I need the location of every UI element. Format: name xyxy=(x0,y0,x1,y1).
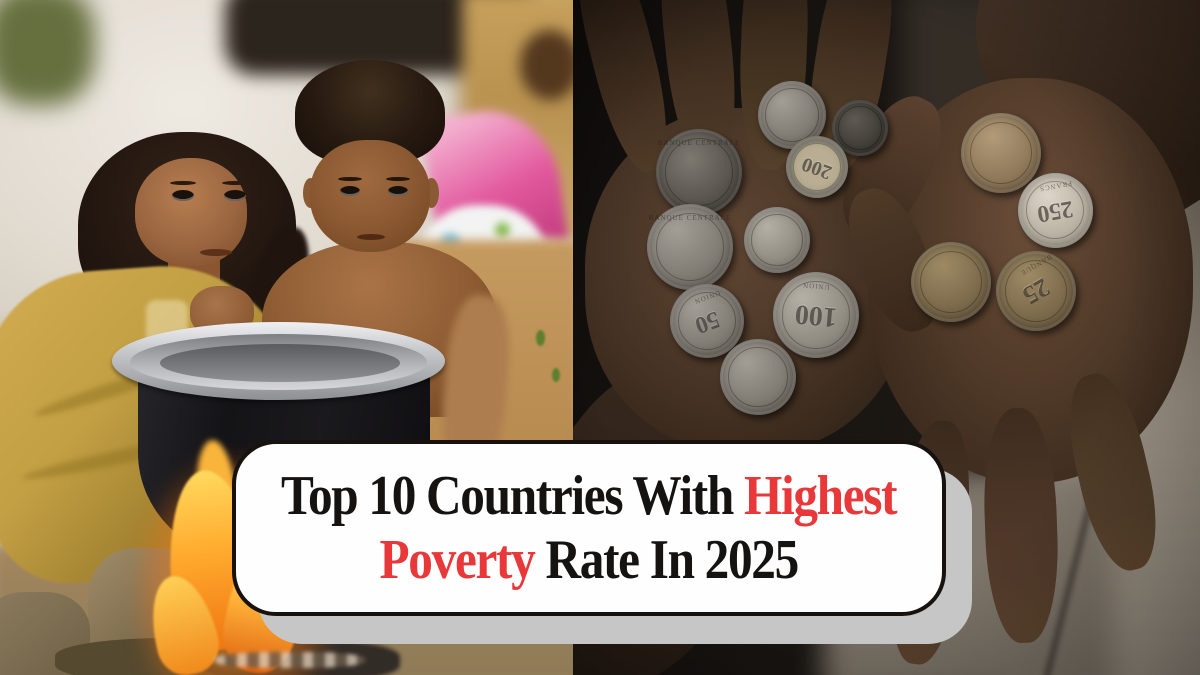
boy-face xyxy=(310,140,430,252)
coin: BANQUE CENTRALE xyxy=(656,129,742,215)
coin-denomination: 200 xyxy=(798,152,835,183)
headline-text-accent: Poverty xyxy=(379,529,536,591)
coin xyxy=(961,113,1041,193)
grass-sprout xyxy=(536,330,545,346)
embers xyxy=(215,652,365,668)
headline-text: Rate In 2025 xyxy=(534,529,800,591)
headline-line-1: Top 10 Countries With Highest xyxy=(281,465,898,527)
girl-face xyxy=(135,158,247,266)
coin-denomination: 25 xyxy=(1017,272,1055,311)
coin-200: 200 xyxy=(786,136,848,198)
boy-eye xyxy=(388,186,408,196)
girl-eyebrow xyxy=(170,181,196,185)
boy-eyebrow xyxy=(386,177,410,181)
foliage-blur xyxy=(0,0,95,105)
coin-rim-text: UNION xyxy=(801,281,831,292)
headline-banner: Top 10 Countries With Highest Poverty Ra… xyxy=(232,440,946,616)
boy-eye xyxy=(340,186,360,196)
dark-spot-blur xyxy=(520,30,573,100)
coin-250: FRANCS 250 xyxy=(1017,172,1093,248)
coin xyxy=(744,207,810,273)
coin xyxy=(720,339,796,415)
coin-denomination: 100 xyxy=(793,298,839,333)
headline-line-2: Poverty Rate In 2025 xyxy=(379,529,800,591)
coin-denomination: 50 xyxy=(691,305,723,338)
girl-mouth xyxy=(200,249,232,256)
girl-eye xyxy=(172,190,194,201)
girl-eyebrow xyxy=(222,181,248,185)
grass-sprout xyxy=(552,368,560,382)
coin xyxy=(911,242,991,322)
coin xyxy=(832,100,888,156)
headline-text: Top 10 Countries With xyxy=(281,465,745,527)
headline-text-accent: Highest xyxy=(744,465,898,527)
coin-rim-text: BANQUE CENTRALE xyxy=(657,139,741,148)
girl-eye xyxy=(224,190,246,201)
coin-denomination: 250 xyxy=(1035,194,1076,227)
coin: BANQUE CENTRALE xyxy=(647,204,733,290)
coin-rim-text: BANQUE CENTRALE xyxy=(648,214,732,223)
boy-eyebrow xyxy=(338,177,362,181)
coin-25: BANQUE 25 xyxy=(996,251,1076,331)
coin-100: UNION 100 xyxy=(773,272,859,358)
coins-layer: BANQUE CENTRALE 200 BANQUE CENTRALE UNION 50… xyxy=(573,0,1200,675)
coin-50: UNION 50 xyxy=(670,284,744,358)
cooking-pot-interior xyxy=(160,344,400,382)
boy-mouth xyxy=(357,234,385,240)
